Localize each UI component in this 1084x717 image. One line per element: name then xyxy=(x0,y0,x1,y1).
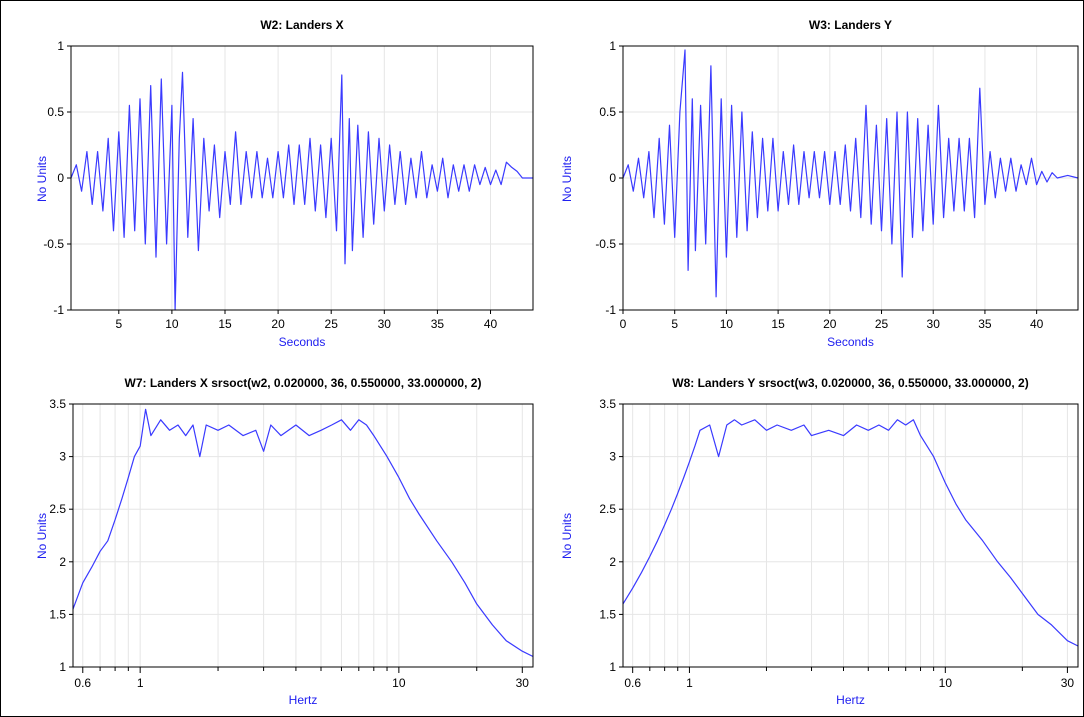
x-tick-label: 5 xyxy=(115,317,122,331)
y-tick-label: 2.5 xyxy=(49,502,66,516)
x-tick-label: 10 xyxy=(165,317,179,331)
x-axis-label: Seconds xyxy=(279,335,326,349)
y-tick-label: 1 xyxy=(609,660,616,674)
y-tick-label: 0.5 xyxy=(599,105,616,119)
y-tick-label: 3.5 xyxy=(599,397,616,411)
x-tick-label: 1 xyxy=(686,676,693,690)
x-tick-label: 15 xyxy=(218,317,232,331)
y-axis-label: No Units xyxy=(35,156,49,202)
x-tick-label: 40 xyxy=(484,317,498,331)
x-tick-label: 30 xyxy=(516,676,530,690)
y-tick-label: -1 xyxy=(605,303,616,317)
chart-panel-3: 1 1.5 2 2.5 3 3.5 0.6 1 10 30 W7: Landers X srsoct… xyxy=(35,376,534,707)
chart-title: W2: Landers X xyxy=(260,18,343,32)
x-tick-label: 20 xyxy=(271,317,285,331)
x-tick-label: 40 xyxy=(1030,317,1044,331)
x-tick-label: 0.6 xyxy=(624,676,641,690)
series-line-1 xyxy=(622,49,1079,298)
x-tick-label: 15 xyxy=(771,317,785,331)
x-axis-label: Hertz xyxy=(836,693,865,707)
x-tick-label: 10 xyxy=(392,676,406,690)
y-tick-label: 0 xyxy=(57,171,64,185)
x-tick-label: 30 xyxy=(378,317,392,331)
x-tick-label: 1 xyxy=(137,676,144,690)
x-axis-label: Seconds xyxy=(827,335,874,349)
x-tick-label: 0.6 xyxy=(74,676,91,690)
y-tick-label: 2 xyxy=(609,555,616,569)
y-tick-label: 3.5 xyxy=(49,397,66,411)
y-tick-label: 1 xyxy=(609,39,616,53)
plot-area xyxy=(72,403,534,668)
x-tick-label: 5 xyxy=(671,317,678,331)
y-tick-label: 2.5 xyxy=(599,502,616,516)
y-axis-label: No Units xyxy=(35,513,49,559)
y-tick-label: 1 xyxy=(57,39,64,53)
x-tick-label: 35 xyxy=(431,317,445,331)
chart-title: W7: Landers X srsoct(w2, 0.020000, 36, 0… xyxy=(125,376,482,390)
y-tick-label: 3 xyxy=(59,450,66,464)
x-tick-label: 25 xyxy=(325,317,339,331)
chart-title: W8: Landers Y srsoct(w3, 0.020000, 36, 0… xyxy=(672,376,1028,390)
x-tick-label: 25 xyxy=(875,317,889,331)
x-tick-label: 20 xyxy=(823,317,837,331)
x-tick-label: 0 xyxy=(620,317,627,331)
y-tick-label: -1 xyxy=(53,303,64,317)
y-axis-label: No Units xyxy=(560,513,574,559)
y-tick-label: 2 xyxy=(59,555,66,569)
plot-area xyxy=(622,403,1079,668)
series-line-1 xyxy=(72,408,534,658)
x-tick-label: 35 xyxy=(978,317,992,331)
x-axis-label: Hertz xyxy=(289,693,318,707)
x-tick-label: 30 xyxy=(1061,676,1075,690)
x-tick-label: 10 xyxy=(939,676,953,690)
y-axis-label: No Units xyxy=(560,156,574,202)
grid xyxy=(623,403,1078,668)
y-tick-label: 1.5 xyxy=(49,607,66,621)
y-tick-label: 3 xyxy=(609,450,616,464)
series-line-1 xyxy=(70,71,533,311)
chart-panel-4: 1 1.5 2 2.5 3 3.5 0.6 1 10 30 W8: Landers Y srsoct… xyxy=(560,376,1079,707)
y-tick-label: 0.5 xyxy=(47,105,64,119)
chart-title: W3: Landers Y xyxy=(809,18,892,32)
y-tick-label: 1.5 xyxy=(599,607,616,621)
y-tick-label: -0.5 xyxy=(595,237,616,251)
grid xyxy=(73,403,533,668)
x-tick-label: 10 xyxy=(720,317,734,331)
y-tick-label: 1 xyxy=(59,660,66,674)
grid xyxy=(622,45,1078,311)
series-line-1 xyxy=(622,419,1079,647)
y-tick-label: 0 xyxy=(609,171,616,185)
x-tick-label: 30 xyxy=(927,317,941,331)
y-tick-label: -0.5 xyxy=(43,237,64,251)
